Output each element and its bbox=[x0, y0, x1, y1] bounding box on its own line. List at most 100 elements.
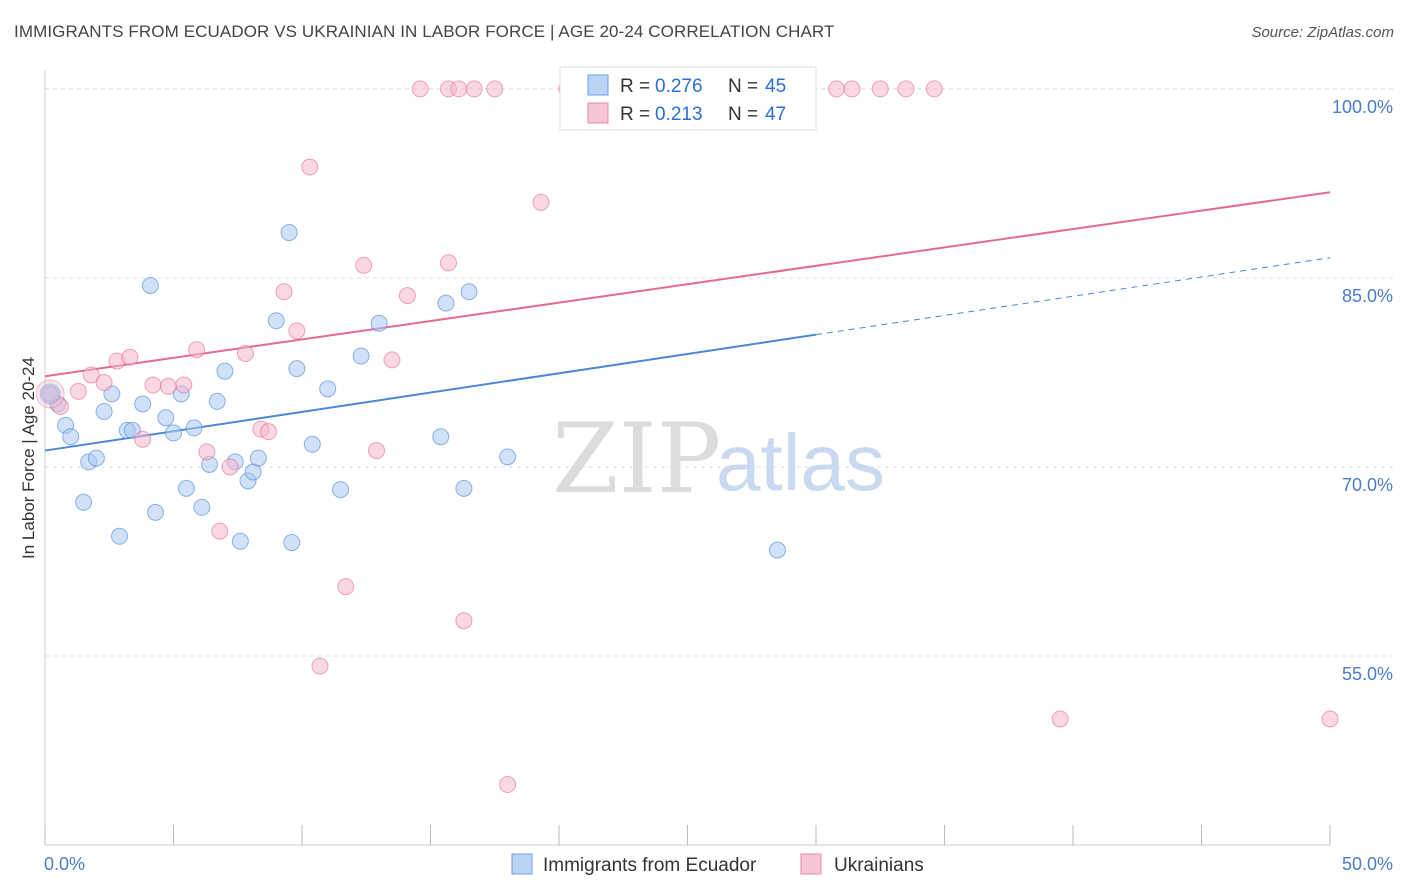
point-s0-25 bbox=[231, 532, 249, 550]
point-s1-23 bbox=[355, 256, 373, 274]
point-s0-15 bbox=[157, 409, 175, 427]
x-tick-label-0: 0.0% bbox=[44, 854, 85, 874]
point-s1-27 bbox=[411, 80, 429, 98]
source-credit: Source: ZipAtlas.com bbox=[1251, 24, 1394, 41]
point-s0-18 bbox=[177, 479, 195, 497]
point-s0-37 bbox=[370, 314, 388, 332]
trend-line-ukrainians bbox=[44, 191, 1331, 378]
point-s1-8 bbox=[144, 376, 162, 394]
point-s0-13 bbox=[141, 276, 159, 294]
gridlines bbox=[45, 88, 1395, 657]
legend-n-value-ecuador: 45 bbox=[765, 76, 786, 97]
point-s1-20 bbox=[301, 158, 319, 176]
y-tick-label-0: 55.0% bbox=[1342, 664, 1393, 684]
point-s0-12 bbox=[134, 395, 152, 413]
point-s0-31 bbox=[283, 534, 301, 552]
legend-r-label-ukrainians: R = bbox=[620, 104, 650, 125]
point-s1-30 bbox=[450, 80, 468, 98]
stats-legend: R = 0.276 N = 45 R = 0.213 N = 47 bbox=[559, 66, 817, 131]
point-cluster-ecuador bbox=[39, 383, 61, 405]
point-s1-41 bbox=[828, 80, 846, 98]
point-s0-30 bbox=[280, 224, 298, 242]
point-s1-9 bbox=[159, 377, 177, 395]
point-s0-38 bbox=[432, 428, 450, 446]
legend-n-value-ukrainians: 47 bbox=[765, 104, 786, 125]
point-s0-41 bbox=[460, 283, 478, 301]
point-s1-6 bbox=[121, 348, 139, 366]
point-s1-14 bbox=[221, 458, 239, 476]
point-s1-3 bbox=[82, 366, 100, 384]
point-s1-1 bbox=[51, 397, 69, 415]
point-s1-33 bbox=[486, 80, 504, 98]
point-s1-44 bbox=[897, 80, 915, 98]
point-s1-32 bbox=[465, 80, 483, 98]
point-s0-19 bbox=[185, 419, 203, 437]
legend-swatch-ukrainians bbox=[587, 102, 609, 124]
legend-n-label-ukrainians: N = bbox=[728, 104, 758, 125]
y-tick-labels: 55.0% 70.0% 85.0% 100.0% bbox=[1332, 97, 1393, 684]
legend-swatch-ecuador bbox=[587, 74, 609, 96]
legend-r-value-ukrainians: 0.213 bbox=[655, 104, 703, 125]
watermark-atlas: atlas bbox=[716, 418, 885, 507]
point-s1-2 bbox=[69, 382, 87, 400]
point-s1-45 bbox=[925, 80, 943, 98]
point-s1-22 bbox=[337, 578, 355, 596]
point-s0-6 bbox=[87, 449, 105, 467]
legend-r-label-ecuador: R = bbox=[620, 76, 650, 97]
point-s0-9 bbox=[111, 527, 129, 545]
axes bbox=[44, 70, 1331, 846]
x-tick-labels: 0.0% 50.0% bbox=[44, 854, 1393, 874]
point-s1-46 bbox=[1051, 710, 1069, 728]
series-legend-swatch-ecuador bbox=[511, 853, 533, 875]
point-s0-28 bbox=[249, 449, 267, 467]
x-tick-label-1: 50.0% bbox=[1342, 854, 1393, 874]
point-s1-24 bbox=[368, 442, 386, 460]
watermark-zip: ZIP bbox=[552, 403, 721, 515]
point-s0-32 bbox=[288, 360, 306, 378]
point-s1-31 bbox=[455, 612, 473, 630]
point-s1-34 bbox=[499, 776, 517, 794]
series-legend-label-ecuador: Immigrants from Ecuador bbox=[543, 855, 757, 876]
point-s0-33 bbox=[303, 435, 321, 453]
point-s0-36 bbox=[352, 347, 370, 365]
point-s0-35 bbox=[332, 481, 350, 499]
point-s0-40 bbox=[455, 479, 473, 497]
watermark: ZIP atlas bbox=[552, 403, 885, 515]
point-s1-19 bbox=[288, 322, 306, 340]
series-legend: Immigrants from Ecuador Ukrainians bbox=[511, 853, 924, 876]
point-s1-43 bbox=[871, 80, 889, 98]
point-s0-42 bbox=[499, 448, 517, 466]
point-s1-17 bbox=[260, 423, 278, 441]
point-cluster-ukrainians bbox=[35, 379, 65, 409]
chart-title: IMMIGRANTS FROM ECUADOR VS UKRAINIAN IN … bbox=[14, 22, 835, 41]
point-s0-23 bbox=[216, 362, 234, 380]
y-tick-label-1: 70.0% bbox=[1342, 475, 1393, 495]
point-s1-21 bbox=[311, 657, 329, 675]
y-axis-title: In Labor Force | Age 20-24 bbox=[19, 357, 38, 559]
point-s1-11 bbox=[188, 341, 206, 359]
point-s1-12 bbox=[198, 443, 216, 461]
legend-r-value-ecuador: 0.276 bbox=[655, 76, 703, 97]
point-s0-44 bbox=[768, 541, 786, 559]
point-s0-39 bbox=[437, 294, 455, 312]
series-legend-swatch-ukrainians bbox=[800, 853, 822, 875]
y-tick-label-3: 100.0% bbox=[1332, 97, 1393, 117]
point-s1-42 bbox=[843, 80, 861, 98]
point-s0-22 bbox=[208, 392, 226, 410]
point-s0-16 bbox=[165, 424, 182, 442]
point-s1-4 bbox=[95, 374, 113, 392]
series-legend-label-ukrainians: Ukrainians bbox=[834, 855, 924, 876]
point-s0-29 bbox=[267, 312, 285, 330]
point-s1-13 bbox=[211, 522, 229, 540]
point-s1-10 bbox=[175, 376, 193, 394]
point-s1-47 bbox=[1321, 710, 1339, 728]
point-s1-26 bbox=[398, 287, 416, 305]
point-s0-34 bbox=[319, 380, 337, 398]
point-s1-0 bbox=[41, 385, 59, 403]
point-s0-4 bbox=[75, 493, 93, 511]
point-s0-3 bbox=[62, 428, 80, 446]
point-s0-14 bbox=[147, 503, 165, 521]
point-s0-20 bbox=[193, 498, 211, 516]
point-s1-25 bbox=[383, 351, 401, 369]
